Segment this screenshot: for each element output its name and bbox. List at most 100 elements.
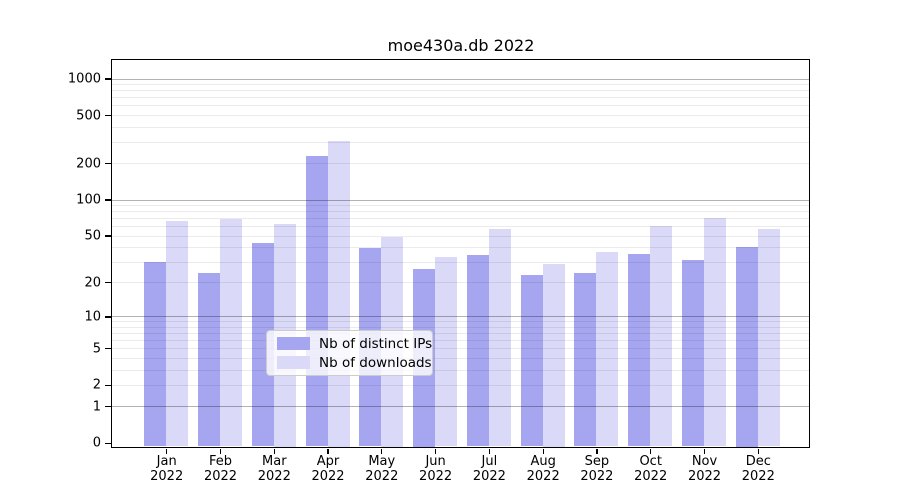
- y-axis-tick-label: 20: [84, 275, 101, 291]
- x-tick: [650, 448, 652, 454]
- x-label-year: 2022: [419, 468, 453, 484]
- x-label-year: 2022: [472, 468, 506, 484]
- y-axis-tick-label: 500: [76, 108, 101, 123]
- y-tick: [105, 406, 111, 408]
- x-label-month: May: [368, 454, 396, 469]
- x-axis-tick-label: Oct 2022: [619, 454, 683, 484]
- x-tick: [166, 448, 168, 454]
- gridline-minor: [112, 384, 809, 386]
- x-label-month: Dec: [745, 454, 771, 469]
- gridline-major: [112, 406, 809, 408]
- gridline-minor: [112, 218, 809, 220]
- x-tick: [757, 448, 759, 454]
- x-axis-tick-label: Jun 2022: [404, 454, 468, 484]
- gridline-minor: [112, 369, 809, 371]
- bar-distinct-ips-jan: [144, 261, 167, 447]
- x-tick: [381, 448, 383, 454]
- gridline-minor: [112, 327, 809, 328]
- x-tick: [703, 448, 706, 454]
- legend-item: Nb of downloads: [277, 355, 432, 371]
- gridline-minor: [112, 357, 809, 359]
- y-tick: [105, 78, 111, 80]
- x-axis-tick-label: Nov 2022: [673, 454, 737, 484]
- plot-area: [111, 58, 810, 448]
- gridline-minor: [112, 261, 809, 263]
- legend-swatch-downloads: [277, 356, 310, 369]
- gridline-minor: [112, 115, 809, 116]
- x-label-year: 2022: [580, 468, 614, 484]
- gridline-minor: [112, 141, 809, 143]
- gridline-minor: [112, 163, 809, 165]
- x-label-year: 2022: [687, 468, 722, 484]
- chart-title: moe430a.db 2022: [387, 36, 535, 55]
- x-label-year: 2022: [741, 468, 775, 484]
- y-axis-tick-label: 1: [92, 399, 101, 415]
- gridline-minor: [112, 247, 809, 248]
- gridline-major: [112, 316, 809, 318]
- x-label-month: Jun: [425, 454, 446, 469]
- y-tick: [105, 114, 111, 117]
- y-tick: [105, 235, 111, 237]
- gridline-minor: [112, 90, 809, 92]
- bar-downloads-jul: [488, 228, 511, 447]
- bar-downloads-oct: [650, 226, 673, 447]
- x-tick: [488, 448, 491, 454]
- x-label-year: 2022: [150, 468, 184, 484]
- y-axis-tick-label: 1000: [67, 71, 101, 87]
- gridline-minor: [112, 126, 809, 128]
- gridline-minor: [112, 333, 809, 335]
- bar-downloads-apr: [327, 141, 350, 447]
- y-axis-tick-label: 2: [92, 377, 101, 393]
- gridline-minor: [112, 205, 809, 206]
- y-tick: [105, 348, 111, 350]
- gridline-major: [112, 199, 809, 201]
- x-label-year: 2022: [257, 468, 291, 484]
- legend: Nb of distinct IPs Nb of downloads: [266, 330, 433, 376]
- x-tick: [542, 448, 544, 454]
- bar-distinct-ips-sep: [574, 273, 597, 447]
- gridline-minor: [112, 340, 809, 342]
- gridline-minor: [112, 226, 809, 228]
- x-label-month: Jul: [481, 454, 498, 469]
- legend-item: Nb of distinct IPs: [277, 336, 432, 352]
- bar-distinct-ips-jul: [466, 255, 489, 447]
- x-axis-tick-label: Sep 2022: [565, 454, 629, 484]
- gridline-minor: [112, 348, 809, 350]
- y-axis-tick-label: 5: [92, 341, 101, 357]
- bar-downloads-jan: [166, 221, 189, 447]
- legend-swatch-ips: [277, 337, 310, 350]
- x-label-month: Jan: [156, 454, 177, 469]
- x-label-month: Sep: [584, 454, 610, 469]
- x-label-year: 2022: [526, 468, 560, 484]
- y-axis-tick-label: 50: [84, 228, 101, 244]
- x-label-month: Apr: [316, 454, 340, 469]
- bar-downloads-nov: [704, 218, 726, 447]
- x-tick: [434, 448, 437, 454]
- x-axis-tick-label: Feb 2022: [189, 454, 253, 484]
- bar-distinct-ips-dec: [735, 247, 758, 447]
- bar-downloads-sep: [596, 252, 619, 447]
- x-label-year: 2022: [311, 468, 345, 484]
- x-label-month: Feb: [208, 454, 233, 469]
- x-tick: [596, 448, 598, 454]
- x-axis-tick-label: Aug 2022: [511, 454, 575, 484]
- gridline-minor: [112, 84, 809, 86]
- bar-distinct-ips-feb: [198, 273, 220, 447]
- bar-distinct-ips-aug: [520, 275, 543, 447]
- bar-downloads-aug: [542, 263, 565, 447]
- y-tick: [105, 163, 111, 165]
- gridline-minor: [112, 235, 809, 237]
- x-axis-tick-label: Jul 2022: [457, 454, 521, 484]
- gridline-minor: [112, 97, 809, 99]
- legend-label: Nb of downloads: [319, 354, 432, 371]
- bar-downloads-dec: [757, 228, 780, 447]
- x-axis-tick-label: Mar 2022: [242, 454, 306, 484]
- bar-downloads-jun: [435, 256, 458, 447]
- x-label-month: Mar: [262, 454, 287, 469]
- x-label-year: 2022: [203, 468, 238, 484]
- x-label-month: Aug: [530, 454, 556, 469]
- y-axis-tick-label: 200: [76, 156, 101, 172]
- bar-distinct-ips-mar: [251, 243, 274, 447]
- x-axis-tick-label: Apr 2022: [296, 454, 360, 484]
